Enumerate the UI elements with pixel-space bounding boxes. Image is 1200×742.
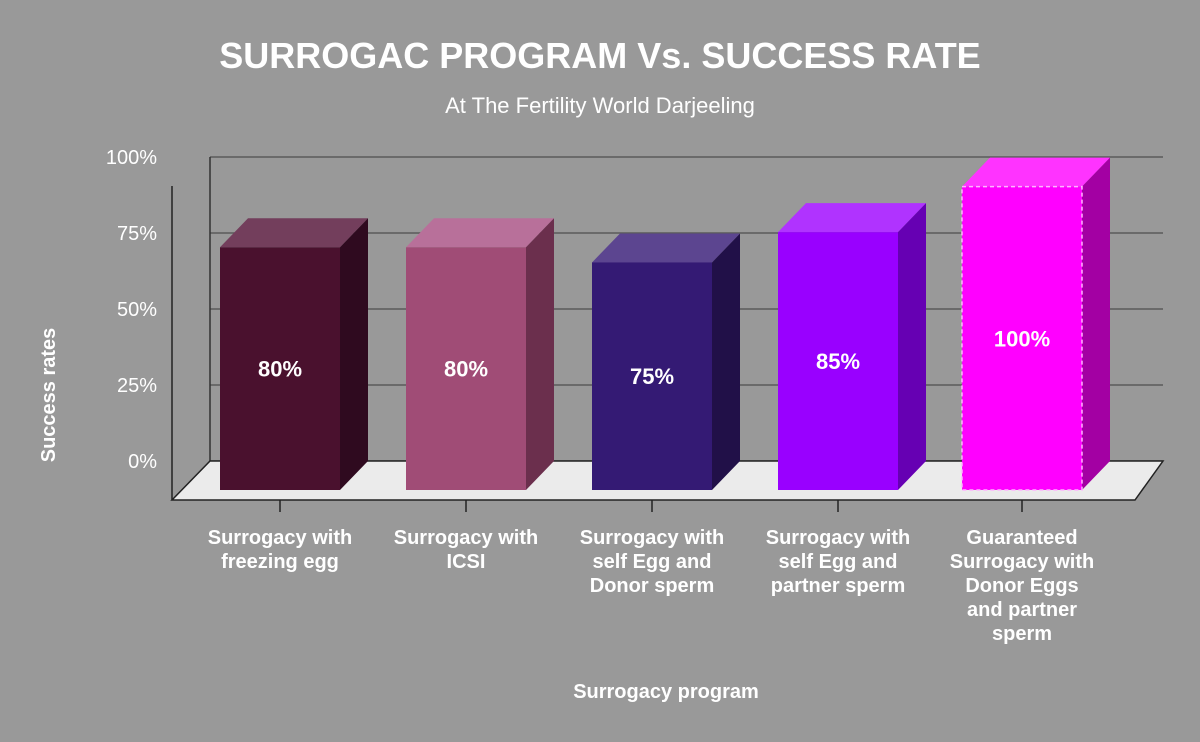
- y-tick-label: 100%: [106, 147, 157, 169]
- x-tick-label-line: ICSI: [447, 551, 486, 573]
- bar: 80%: [406, 218, 554, 490]
- data-label: 80%: [258, 357, 302, 382]
- x-tick-label: Surrogacy with self Egg and partner sperm: [766, 527, 910, 597]
- bar-top: [406, 218, 554, 248]
- data-label: 85%: [816, 349, 860, 374]
- x-tick-label: Surrogacy with freezing egg: [208, 527, 352, 573]
- y-tick-label: 75%: [117, 223, 157, 245]
- bar-side: [898, 203, 926, 490]
- bar-top: [778, 203, 926, 233]
- bar-side: [340, 218, 368, 490]
- x-tick-label-line: partner sperm: [771, 575, 906, 597]
- x-tick-label-line: Donor Eggs: [965, 575, 1078, 597]
- bar-front: [592, 262, 712, 490]
- x-tick-label-line: sperm: [992, 623, 1052, 645]
- x-tick-label-line: Surrogacy with: [766, 527, 910, 549]
- data-label: 80%: [444, 357, 488, 382]
- x-tick-label-line: freezing egg: [221, 551, 339, 573]
- x-tick-label-line: Surrogacy with: [580, 527, 724, 549]
- data-label: 100%: [994, 326, 1050, 351]
- plot-area: 0% 25% 50% 75% 100% 80% 80% 75% 85% 100% Surrogacy…: [106, 147, 1165, 645]
- bar-front: [961, 185, 1083, 491]
- x-tick-label-line: Surrogacy with: [394, 527, 538, 549]
- x-tick-label-line: Surrogacy with: [950, 551, 1094, 573]
- y-axis-title: Success rates: [38, 328, 60, 463]
- bar-side: [1082, 157, 1110, 490]
- bar-top: [592, 233, 740, 263]
- chart-subtitle: At The Fertility World Darjeeling: [445, 93, 755, 118]
- y-tick-label: 0%: [128, 451, 157, 473]
- y-tick-label: 25%: [117, 375, 157, 397]
- bar-front: [778, 232, 898, 490]
- x-tick-label: Surrogacy with self Egg and Donor sperm: [580, 527, 724, 597]
- x-tick-label-line: Surrogacy with: [208, 527, 352, 549]
- bar-side: [712, 233, 740, 490]
- x-tick-label-line: and partner: [967, 599, 1077, 621]
- x-tick-label-line: Guaranteed: [966, 527, 1077, 549]
- x-axis-title: Surrogacy program: [573, 681, 759, 703]
- y-tick-label: 50%: [117, 299, 157, 321]
- x-tick-label-line: Donor sperm: [590, 575, 714, 597]
- x-tick-label: Guaranteed Surrogacy with Donor Eggs and pa…: [950, 527, 1094, 645]
- data-label: 75%: [630, 364, 674, 389]
- bar-top: [220, 218, 368, 248]
- x-tick-label-line: self Egg and: [779, 551, 898, 573]
- bar-top: [962, 157, 1110, 187]
- bar: 85%: [778, 203, 926, 490]
- bar-side: [526, 218, 554, 490]
- x-tick-label: Surrogacy with ICSI: [394, 527, 538, 573]
- bar: 75%: [592, 233, 740, 490]
- x-tick-label-line: self Egg and: [593, 551, 712, 573]
- bar-front: [406, 247, 526, 490]
- bar: 100%: [961, 157, 1110, 491]
- bar: 80%: [220, 218, 368, 490]
- bar-front: [220, 247, 340, 490]
- chart-title: SURROGAC PROGRAM Vs. SUCCESS RATE: [219, 35, 980, 76]
